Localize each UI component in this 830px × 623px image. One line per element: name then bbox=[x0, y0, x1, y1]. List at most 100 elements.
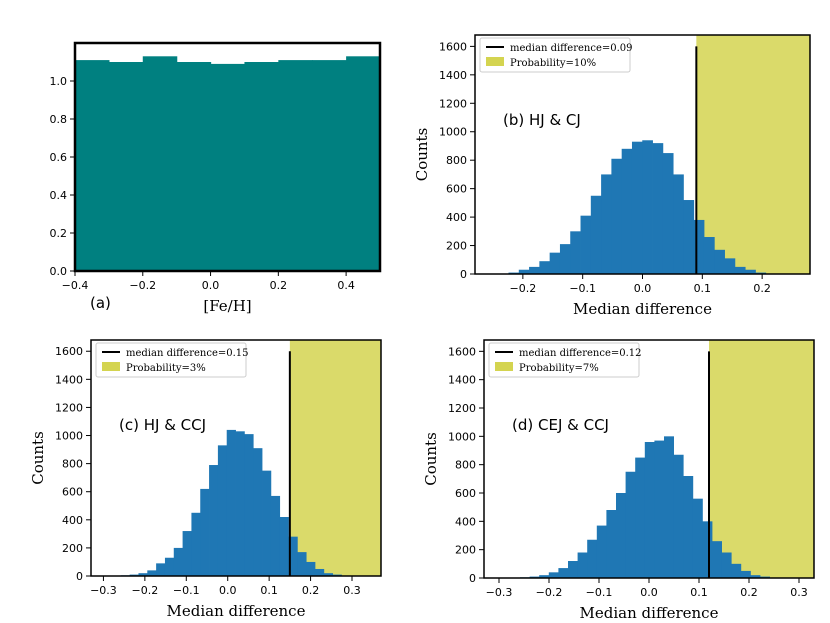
legend: median difference=0.12 Probability=7% bbox=[488, 342, 642, 378]
y-axis-label: Counts bbox=[413, 128, 431, 182]
y-tick-label: 0.8 bbox=[50, 113, 68, 126]
hist-bar bbox=[652, 143, 664, 274]
y-tick-label: 0.4 bbox=[50, 189, 68, 202]
panel-label: (d) CEJ & CCJ bbox=[512, 416, 609, 434]
y-tick-label: 400 bbox=[62, 514, 83, 527]
x-tick-label: 0.0 bbox=[634, 282, 652, 295]
hist-bar bbox=[745, 269, 756, 274]
x-tick-label: −0.1 bbox=[569, 282, 596, 295]
hist-bar bbox=[673, 454, 684, 578]
x-tick-label: 0.1 bbox=[694, 282, 712, 295]
hist-bar bbox=[200, 488, 210, 576]
legend-entry-median: median difference=0.15 bbox=[126, 348, 249, 359]
panel-label: (b) HJ & CJ bbox=[503, 111, 581, 129]
hist-bar bbox=[693, 219, 705, 274]
legend-entry-median: median difference=0.12 bbox=[519, 348, 642, 359]
panel-b: −0.2 −0.1 0.0 0.1 0.2 0 200 400 600 800 1000 1200 14… bbox=[413, 34, 811, 318]
legend-entry-probability: Probability=3% bbox=[126, 363, 206, 374]
legend: median difference=0.09 Probability=10% bbox=[479, 37, 633, 73]
hist-bar bbox=[244, 62, 279, 271]
x-tick-label: −0.2 bbox=[131, 584, 158, 597]
hist-bar bbox=[734, 266, 746, 274]
hist-bar bbox=[740, 570, 751, 578]
hist-bar bbox=[270, 495, 281, 576]
hist-bar bbox=[731, 563, 742, 578]
hist-bar bbox=[568, 561, 578, 578]
hist-bar bbox=[721, 552, 732, 578]
x-tick-label: −0.1 bbox=[586, 586, 613, 599]
hist-bar bbox=[621, 148, 633, 274]
plot-area-d bbox=[520, 340, 814, 578]
hist-bar bbox=[529, 266, 540, 274]
hist-bar bbox=[702, 521, 713, 578]
hist-bar bbox=[631, 141, 643, 274]
y-tick-label: 400 bbox=[455, 515, 476, 528]
hist-bar bbox=[138, 573, 148, 576]
hist-bar bbox=[642, 140, 653, 274]
y-tick-label: 200 bbox=[455, 544, 476, 557]
x-axis-label: Median difference bbox=[573, 300, 712, 318]
hist-bar bbox=[297, 552, 307, 576]
x-tick-label: −0.2 bbox=[509, 282, 536, 295]
y-tick-label: 0.2 bbox=[50, 227, 68, 240]
hist-bar bbox=[147, 570, 157, 576]
x-tick-label: 0.2 bbox=[753, 282, 771, 295]
hist-bar bbox=[539, 575, 550, 578]
hist-bar bbox=[323, 573, 334, 576]
x-tick-label: 0.2 bbox=[270, 279, 288, 292]
x-tick-label: 0.3 bbox=[343, 584, 361, 597]
hist-bar bbox=[590, 195, 602, 274]
x-tick-label: 0.0 bbox=[219, 584, 237, 597]
hist-bar bbox=[570, 231, 581, 274]
y-tick-label: 200 bbox=[62, 542, 83, 555]
y-tick-label: 600 bbox=[446, 183, 467, 196]
hist-bar bbox=[662, 153, 674, 274]
hist-bar bbox=[142, 56, 178, 271]
legend-entry-probability: Probability=10% bbox=[510, 58, 596, 69]
hist-bar bbox=[549, 252, 561, 274]
hist-bar bbox=[548, 572, 559, 578]
hist-bar bbox=[346, 56, 380, 271]
hist-bar bbox=[108, 62, 144, 271]
panel-d: −0.3 −0.2 −0.1 0.0 0.1 0.2 0.3 0 200 400 600 800 100… bbox=[422, 339, 815, 622]
legend: median difference=0.15 Probability=3% bbox=[95, 342, 249, 378]
x-tick-label: −0.1 bbox=[173, 584, 200, 597]
x-tick-label: 0.0 bbox=[640, 586, 658, 599]
x-tick-label: 0.1 bbox=[690, 586, 708, 599]
hist-bar bbox=[182, 531, 192, 576]
x-tick-label: −0.4 bbox=[62, 279, 89, 292]
y-tick-label: 0.0 bbox=[50, 265, 68, 278]
hist-bar bbox=[210, 63, 246, 271]
y-tick-label: 200 bbox=[446, 240, 467, 253]
hist-bar bbox=[577, 552, 588, 578]
plot-area-a bbox=[75, 56, 380, 271]
y-tick-label: 1000 bbox=[448, 430, 476, 443]
y-tick-label: 1000 bbox=[439, 126, 467, 139]
x-tick-label: 0.4 bbox=[337, 279, 355, 292]
hist-bar bbox=[683, 200, 695, 274]
hist-bar bbox=[226, 429, 236, 576]
hist-bar bbox=[654, 440, 665, 578]
y-tick-label: 1200 bbox=[448, 402, 476, 415]
probability-region bbox=[709, 340, 814, 578]
hist-bar bbox=[209, 465, 219, 576]
hist-bar bbox=[601, 174, 612, 274]
y-tick-label: 0 bbox=[460, 268, 467, 281]
hist-bar bbox=[75, 60, 110, 271]
hist-bar bbox=[644, 442, 655, 578]
legend-shade-swatch bbox=[102, 362, 120, 371]
hist-bar bbox=[724, 258, 736, 274]
hist-bar bbox=[606, 510, 617, 578]
x-tick-label: −0.2 bbox=[129, 279, 156, 292]
legend-box bbox=[479, 37, 631, 73]
probability-region bbox=[289, 340, 381, 576]
y-tick-label: 1000 bbox=[55, 430, 83, 443]
x-tick-label: 0.2 bbox=[302, 584, 320, 597]
hist-bar bbox=[558, 568, 569, 578]
x-tick-label: 0.2 bbox=[740, 586, 758, 599]
x-tick-label: 0.1 bbox=[260, 584, 278, 597]
hist-bar bbox=[616, 493, 626, 578]
y-tick-label: 0 bbox=[76, 570, 83, 583]
y-axis-label: Counts bbox=[29, 431, 47, 485]
panel-c: −0.3 −0.2 −0.1 0.0 0.1 0.2 0.3 0 200 400 600 800 100… bbox=[29, 339, 382, 620]
